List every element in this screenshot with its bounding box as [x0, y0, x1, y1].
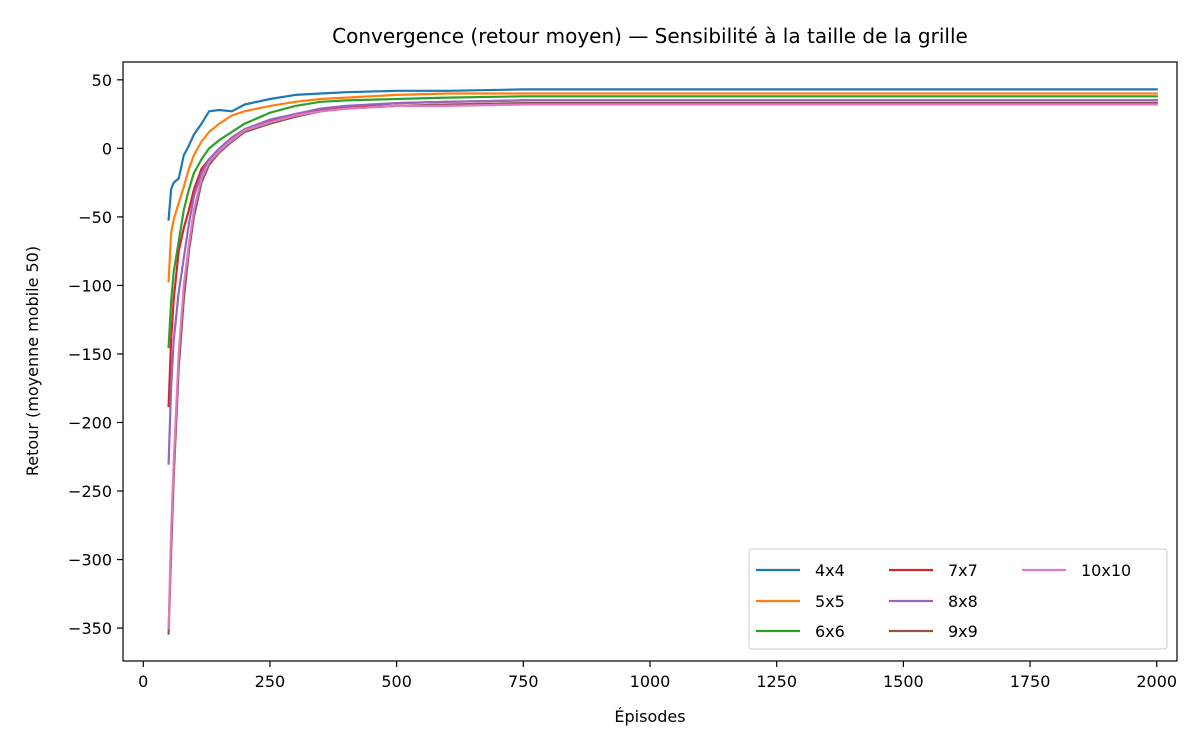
- series-line-6x6: [167, 95, 1158, 349]
- x-tick-label: 1250: [756, 672, 797, 691]
- chart-title: Convergence (retour moyen) — Sensibilité…: [332, 24, 968, 48]
- legend-label-9x9: 9x9: [948, 622, 978, 641]
- x-tick-label: 1500: [883, 672, 924, 691]
- x-tick-label: 1000: [630, 672, 671, 691]
- series-line-5x5: [167, 92, 1158, 283]
- y-tick-label: 50: [92, 71, 112, 90]
- x-tick-label: 750: [508, 672, 539, 691]
- series-line-8x8: [167, 99, 1158, 465]
- y-tick-label: 0: [102, 139, 112, 158]
- y-tick-label: −50: [78, 208, 112, 227]
- x-tick-label: 1750: [1010, 672, 1051, 691]
- legend-label-4x4: 4x4: [815, 561, 845, 580]
- series-layer: [167, 88, 1158, 635]
- legend-label-7x7: 7x7: [948, 561, 978, 580]
- series-line-4x4: [167, 88, 1158, 221]
- series-line-10x10: [167, 103, 1158, 630]
- y-tick-label: −100: [68, 276, 112, 295]
- x-tick-label: 250: [255, 672, 286, 691]
- x-tick-label: 2000: [1136, 672, 1177, 691]
- x-tick-label: 0: [138, 672, 148, 691]
- legend-items: 4x4 5x5 6x6 7x7 8x8 9x9 10x10: [756, 561, 1131, 641]
- y-tick-label: −250: [68, 482, 112, 501]
- legend-label-5x5: 5x5: [815, 592, 845, 611]
- y-axis-title: Retour (moyenne mobile 50): [23, 246, 42, 476]
- legend-label-10x10: 10x10: [1081, 561, 1131, 580]
- legend: 4x4 5x5 6x6 7x7 8x8 9x9 10x10: [748, 548, 1168, 650]
- x-axis-title: Épisodes: [614, 707, 685, 726]
- y-tick-label: −300: [68, 551, 112, 570]
- y-axis: 50 0 −50 −100 −150 −200 −250 −300 −350: [68, 71, 123, 638]
- y-tick-label: −150: [68, 345, 112, 364]
- legend-box: [748, 548, 1168, 650]
- x-axis: 0 250 500 750 1000 1250 1500 1750 2000: [138, 661, 1177, 691]
- y-tick-label: −350: [68, 619, 112, 638]
- legend-label-8x8: 8x8: [948, 592, 978, 611]
- legend-label-6x6: 6x6: [815, 622, 845, 641]
- y-tick-label: −200: [68, 413, 112, 432]
- x-tick-label: 500: [381, 672, 412, 691]
